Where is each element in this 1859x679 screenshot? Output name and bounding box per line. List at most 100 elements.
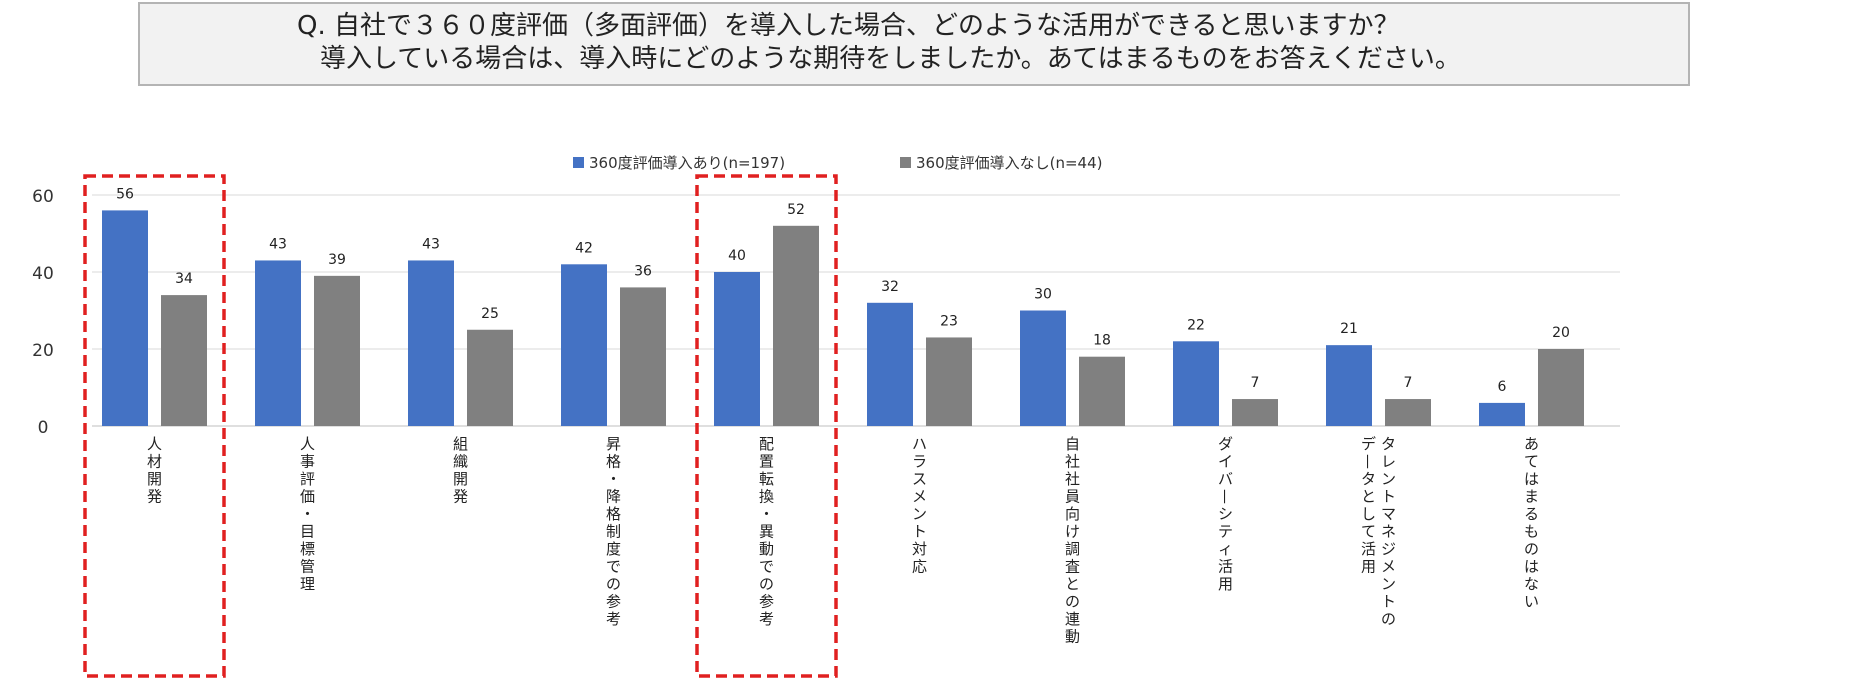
category-label-char: ィ <box>1218 540 1233 558</box>
category-label-char: ・ <box>759 505 774 523</box>
category-label-char: 開 <box>147 470 162 488</box>
category-label-char: レ <box>1381 453 1396 471</box>
category-label-char: デ <box>1361 435 1376 453</box>
bar-with-360 <box>561 264 607 426</box>
bar-without-360 <box>161 295 207 426</box>
data-label: 6 <box>1498 379 1507 395</box>
category-label-char: の <box>606 575 621 593</box>
legend-label: 360度評価導入なし(n=44) <box>916 154 1103 172</box>
category-label-char: て <box>1524 453 1539 471</box>
category-label-char: ン <box>1381 575 1396 593</box>
category-label-char: 用 <box>1361 558 1376 576</box>
category-label-char: 降 <box>606 488 621 506</box>
y-axis: 0 20 40 60 <box>32 187 54 438</box>
category-label-char: 配 <box>759 435 774 453</box>
data-label: 43 <box>422 236 440 252</box>
category-label-char: 発 <box>453 488 468 506</box>
category-label-char: 参 <box>606 593 621 611</box>
bar-without-360 <box>926 337 972 426</box>
category-label-char: と <box>1361 488 1376 506</box>
data-label: 52 <box>787 202 805 218</box>
data-label: 18 <box>1093 333 1111 349</box>
bar-without-360 <box>467 329 513 426</box>
category-labels: 人材開発人事評価・目標管理組織開発昇格・降格制度での参考配置転換・異動での参考ハ… <box>147 435 1539 646</box>
category-label-char: て <box>1361 523 1376 541</box>
category-label-char: ネ <box>1381 523 1396 541</box>
category-label-char: ま <box>1524 488 1539 506</box>
question-line-1: Q. 自社で３６０度評価（多面評価）を導入した場合、どのような活用ができると思い… <box>297 11 1400 41</box>
highlight-box <box>695 174 838 678</box>
category-label-char: 換 <box>759 488 774 506</box>
bar-with-360 <box>1326 345 1372 426</box>
category-label-char: メ <box>912 488 927 506</box>
data-label: 22 <box>1187 317 1205 333</box>
category-label-char: で <box>759 558 774 576</box>
category-label-char: い <box>1524 593 1539 611</box>
category-label-char: ス <box>912 470 927 488</box>
category-label-char: の <box>1524 540 1539 558</box>
category-label-char: の <box>1065 593 1080 611</box>
category-label-char: 材 <box>147 453 162 471</box>
category-label-char: 活 <box>1218 558 1233 576</box>
category-label-char: 標 <box>300 540 315 558</box>
bar-without-360 <box>1385 399 1431 426</box>
legend-swatch <box>900 157 911 168</box>
bar-without-360 <box>314 275 360 426</box>
bars <box>102 210 1584 426</box>
category-label-char: ・ <box>300 505 315 523</box>
bar-without-360 <box>620 287 666 426</box>
category-label-char: は <box>1524 470 1539 488</box>
category-label-char: け <box>1065 523 1080 541</box>
category-label-char: と <box>1065 575 1080 593</box>
data-label: 23 <box>940 313 958 329</box>
category-label-char: 制 <box>606 523 621 541</box>
category-label-char: の <box>1381 610 1396 628</box>
y-tick-label: 40 <box>32 264 54 284</box>
category-label-char: 向 <box>1065 505 1080 523</box>
bar-with-360 <box>255 260 301 426</box>
category-label-char: 格 <box>606 453 621 471</box>
data-labels: 56 34 43 39 43 25 42 36 40 52 32 23 30 18 22 7 21 7 6 20 <box>116 186 1570 395</box>
bar-without-360 <box>1079 356 1125 426</box>
category-label-char: — <box>1360 454 1378 469</box>
category-label-char: マ <box>1381 505 1396 523</box>
category-label-char: 度 <box>606 540 621 558</box>
data-label: 56 <box>116 186 134 202</box>
category-label-char: 人 <box>147 435 162 453</box>
data-label: 36 <box>634 263 652 279</box>
category-label-char: 転 <box>759 470 774 488</box>
category-label-char: 社 <box>1065 453 1080 471</box>
category-label-char: し <box>1361 505 1376 523</box>
category-label-char: な <box>1524 575 1539 593</box>
category-label-char: 対 <box>912 540 927 558</box>
category-label-char: 連 <box>1065 610 1080 628</box>
category-label-char: 考 <box>759 610 774 628</box>
category-label-char: 調 <box>1065 540 1080 558</box>
legend: 360度評価導入あり(n=197) 360度評価導入なし(n=44) <box>573 154 1103 172</box>
category-label-char: タ <box>1361 470 1376 488</box>
data-label: 7 <box>1251 375 1260 391</box>
category-label-char: 開 <box>453 470 468 488</box>
category-label-char: メ <box>1381 558 1396 576</box>
category-label-char: 評 <box>300 470 315 488</box>
category-label-char: ン <box>1381 470 1396 488</box>
highlight-box <box>83 174 226 678</box>
category-label-char: ラ <box>912 453 927 471</box>
data-label: 20 <box>1552 325 1570 341</box>
category-label-char: で <box>606 558 621 576</box>
bar-with-360 <box>1173 341 1219 426</box>
y-tick-label: 20 <box>32 341 54 361</box>
legend-swatch <box>573 157 584 168</box>
bar-with-360 <box>1020 310 1066 426</box>
category-label-char: — <box>1217 489 1235 504</box>
category-label-char: 員 <box>1065 488 1080 506</box>
data-label: 42 <box>575 240 593 256</box>
y-tick-label: 60 <box>32 187 54 207</box>
category-label-char: ジ <box>1381 540 1396 558</box>
category-label-char: の <box>759 575 774 593</box>
category-label-char: イ <box>1218 453 1233 471</box>
category-label-char: 査 <box>1065 558 1080 576</box>
category-label-char: 人 <box>300 435 315 453</box>
category-label-char: 応 <box>912 558 927 576</box>
